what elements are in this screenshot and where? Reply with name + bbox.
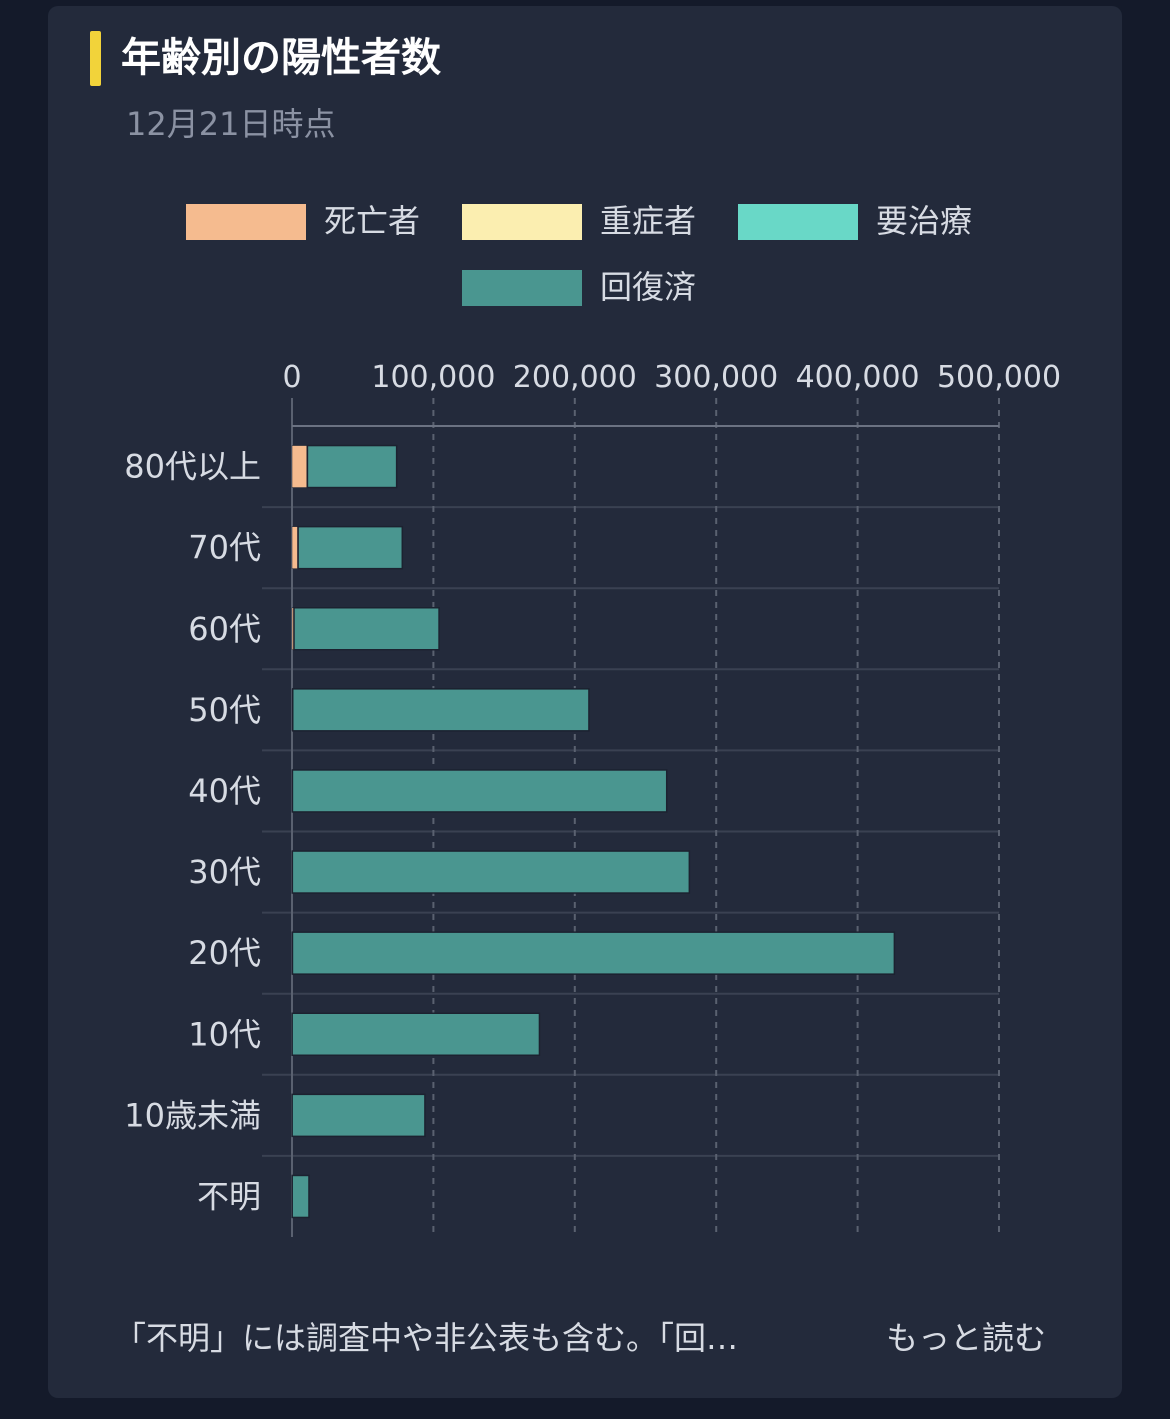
- legend-label-treatment: 要治療: [876, 202, 973, 240]
- bar-segment: [291, 526, 298, 569]
- x-tick-label: 400,000: [796, 360, 920, 395]
- chart-card: 年齢別の陽性者数 12月21日時点 死亡者 重症者 要治療 回復済 「不明」には…: [48, 6, 1122, 1398]
- legend-swatch-recovered: [462, 270, 582, 306]
- title-accent-bar: [90, 31, 101, 86]
- legend-swatch-severe: [462, 204, 582, 240]
- bar-segment: [291, 850, 691, 894]
- category-label: 80代以上: [124, 448, 261, 486]
- category-label: 10歳未満: [124, 1096, 261, 1134]
- bar-segment: [291, 1093, 426, 1138]
- category-label: 20代: [188, 934, 261, 972]
- legend-label-recovered: 回復済: [600, 268, 697, 306]
- x-tick-label: 0: [282, 360, 301, 395]
- legend-label-deaths: 死亡者: [324, 202, 421, 240]
- bar-segment: [291, 688, 590, 732]
- bar-segment: [291, 1012, 541, 1056]
- bar-segment: [291, 931, 896, 975]
- bar-segment: [291, 445, 308, 488]
- category-label: 不明: [197, 1177, 261, 1215]
- bar-segment: [291, 769, 668, 813]
- chart-subtitle: 12月21日時点: [126, 105, 336, 143]
- legend-swatch-treatment: [738, 204, 858, 240]
- category-label: 10代: [188, 1015, 261, 1053]
- category-label: 40代: [188, 772, 261, 810]
- category-label: 50代: [188, 691, 261, 729]
- x-tick-label: 200,000: [513, 360, 637, 395]
- category-label: 70代: [188, 529, 261, 567]
- chart-title: 年齢別の陽性者数: [121, 35, 441, 81]
- bar-segment: [297, 525, 404, 570]
- x-tick-label: 500,000: [937, 360, 1061, 395]
- x-tick-label: 100,000: [371, 360, 495, 395]
- x-tick-label: 300,000: [654, 360, 778, 395]
- read-more-link[interactable]: もっと読む: [886, 1319, 1047, 1357]
- footnote-text: 「不明」には調査中や非公表も含む。「回…: [114, 1319, 739, 1357]
- category-label: 30代: [188, 853, 261, 891]
- legend-label-severe: 重症者: [600, 202, 697, 240]
- bar-segment: [291, 1174, 310, 1219]
- legend-swatch-deaths: [186, 204, 306, 240]
- bar-segment: [293, 607, 440, 651]
- category-label: 60代: [188, 610, 261, 648]
- bar-segment: [306, 444, 398, 489]
